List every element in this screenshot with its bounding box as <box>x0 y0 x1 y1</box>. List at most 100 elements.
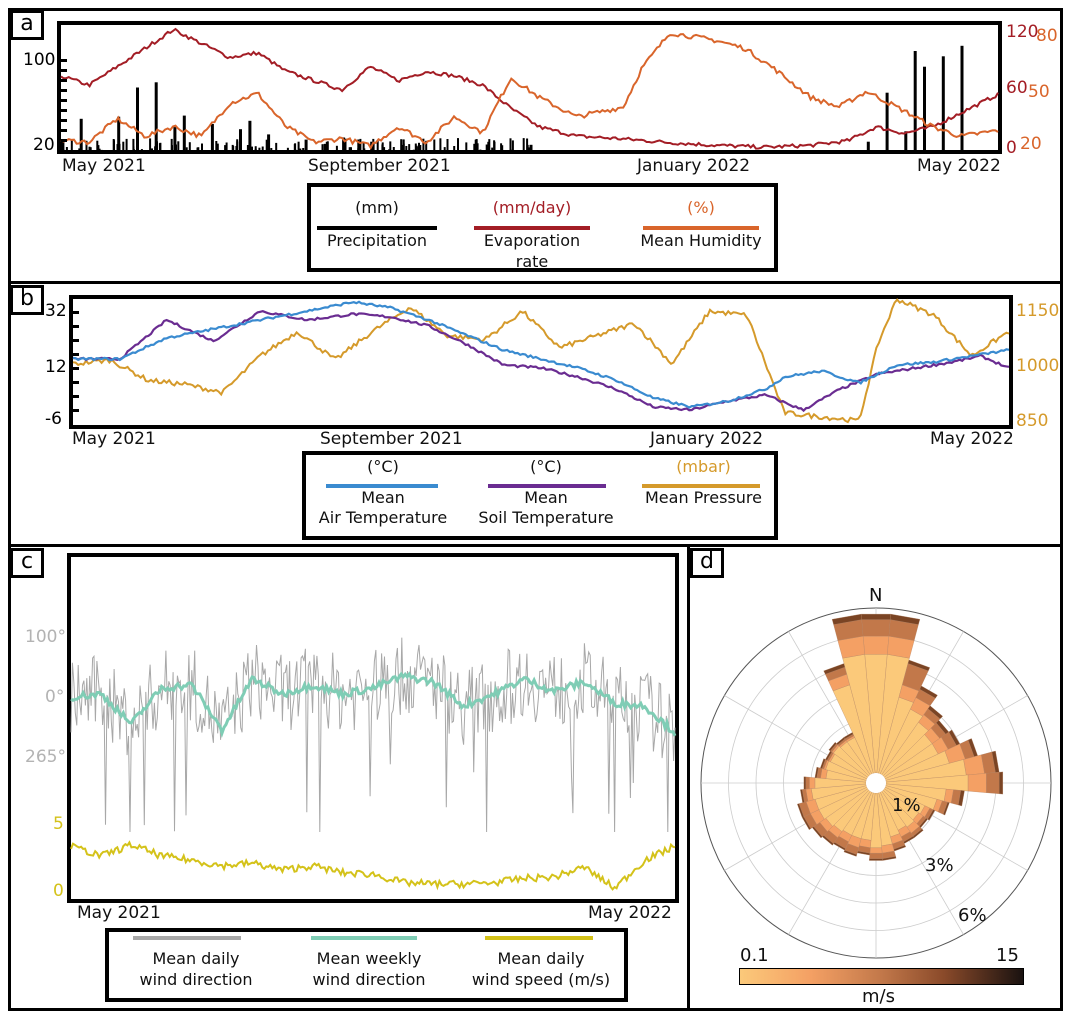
precipitation-bar <box>381 144 384 150</box>
a-xtick-may-2022: May 2022 <box>917 156 1001 176</box>
precipitation-bar <box>239 129 242 150</box>
a-xtick-may-2021: May 2021 <box>62 156 146 176</box>
precipitation-bar <box>85 140 88 150</box>
precipitation-bar <box>231 144 234 150</box>
c-xtick-may-2021: May 2021 <box>77 903 161 923</box>
panel-d-windrose <box>700 607 1052 959</box>
colorbar-min-label: 0.1 <box>740 945 769 966</box>
panel-b-plot <box>69 295 1013 429</box>
precipitation-bar <box>297 141 300 150</box>
legend-a-humidity: (%) Mean Humidity <box>631 197 771 251</box>
precipitation-bar <box>224 145 227 150</box>
precipitation-bar <box>526 149 529 150</box>
precipitation-bar <box>125 138 128 150</box>
precipitation-bar <box>422 138 425 150</box>
precipitation-bar <box>501 145 504 150</box>
panel-c-label: c <box>10 548 44 578</box>
precipitation-bar <box>215 145 218 150</box>
precipitation-bar <box>500 143 503 150</box>
precipitation-bar <box>286 147 289 150</box>
a-right-hum-tick-80: 80 <box>1036 26 1058 46</box>
precipitation-bar <box>359 138 362 150</box>
precipitation-bar <box>132 138 135 150</box>
legend-c-daily-dir-line1: Mean daily <box>152 949 240 968</box>
precipitation-bar <box>117 116 121 150</box>
precipitation-bar <box>362 143 365 150</box>
b-left-tick-mark <box>73 353 79 356</box>
precipitation-bar <box>159 142 162 150</box>
a-xtick-jan-2022: January 2022 <box>637 156 751 176</box>
rose-sector-bin <box>869 858 883 861</box>
precipitation-bar <box>474 145 477 150</box>
rose-sector-bin <box>831 613 862 625</box>
precipitation-bar <box>342 137 346 150</box>
precipitation-bar <box>182 115 186 150</box>
legend-b-air-swatch <box>326 484 438 488</box>
rose-sector-bin <box>907 659 931 672</box>
precipitation-bar <box>88 146 91 150</box>
precipitation-bar <box>383 147 386 150</box>
b-right-tick-850: 850 <box>1016 411 1049 431</box>
c-dir-tick-0: 0° <box>45 687 65 707</box>
precipitation-bar <box>154 82 158 150</box>
a-left-tick-mark <box>61 99 67 102</box>
colorbar-unit-label: m/s <box>862 986 895 1007</box>
legend-c: Mean daily wind direction Mean weekly wi… <box>105 928 628 1002</box>
precipitation-bar <box>118 143 121 150</box>
legend-b-pressure: (mbar) Mean Pressure <box>636 457 771 508</box>
panel-b-label: b <box>10 285 44 315</box>
figure-frame <box>8 8 1063 1011</box>
b-left-tick-12: 12 <box>45 357 67 377</box>
legend-a-precip-swatch <box>317 226 437 230</box>
precipitation-bar <box>418 142 420 150</box>
precipitation-bar <box>96 140 99 150</box>
a-right-evap-tick-120: 120 <box>1006 22 1039 42</box>
a-left-tick-mark <box>61 79 67 82</box>
precipitation-bar <box>136 87 139 150</box>
rose-ring-label-1pct: 1% <box>892 795 921 816</box>
precipitation-bar <box>254 148 257 150</box>
evaporation-line <box>60 27 999 150</box>
precipitation-bar <box>236 139 239 150</box>
precipitation-bar <box>443 147 446 150</box>
precipitation-bar <box>266 144 269 150</box>
precipitation-bar <box>326 141 329 150</box>
b-left-tick-mark <box>73 381 79 384</box>
b-right-tick-1150: 1150 <box>1016 301 1060 321</box>
precipitation-bar <box>389 141 392 150</box>
legend-b-soil-line2: Soil Temperature <box>478 508 614 527</box>
colorbar-max-label: 15 <box>996 945 1019 966</box>
legend-c-weekly-dir-swatch <box>311 936 417 940</box>
legend-a-evap-swatch <box>474 226 590 230</box>
precipitation-bar <box>78 148 81 150</box>
precipitation-bar <box>304 139 308 150</box>
precipitation-bar <box>388 149 390 150</box>
legend-c-weekly-dir: Mean weekly wind direction <box>294 936 444 990</box>
precipitation-bar <box>529 144 533 150</box>
rose-center-hole <box>866 773 886 793</box>
legend-c-daily-dir-line2: wind direction <box>139 970 253 989</box>
precipitation-bar <box>511 140 514 150</box>
legend-b-air-unit: (°C) <box>367 457 399 476</box>
legend-b-soil-unit: (°C) <box>530 457 562 476</box>
legend-c-daily-dir: Mean daily wind direction <box>121 936 271 990</box>
precipitation-bar <box>116 144 119 150</box>
rose-sector-bin <box>797 803 804 818</box>
a-left-tick-mark <box>61 129 67 132</box>
precipitation-bar <box>363 148 366 150</box>
precipitation-bar <box>261 146 264 150</box>
b-xtick-may-2022: May 2022 <box>930 429 1014 449</box>
precipitation-bar <box>913 51 917 150</box>
rose-sector-bin <box>869 847 883 854</box>
rose-sector-bin <box>927 705 943 720</box>
legend-c-daily-speed-line1: Mean daily <box>497 949 585 968</box>
b-xtick-sep-2021: September 2021 <box>320 429 463 449</box>
legend-b-pressure-line1: Mean Pressure <box>645 488 762 507</box>
precipitation-bar <box>415 145 418 150</box>
precipitation-bar <box>402 139 405 150</box>
rose-sector-bin <box>862 635 890 655</box>
panel-c-chart <box>70 637 677 891</box>
precipitation-bar <box>485 144 488 150</box>
rose-sector-bin <box>814 766 819 778</box>
legend-a: (mm) Precipitation (mm/day) Evaporation … <box>307 183 778 272</box>
